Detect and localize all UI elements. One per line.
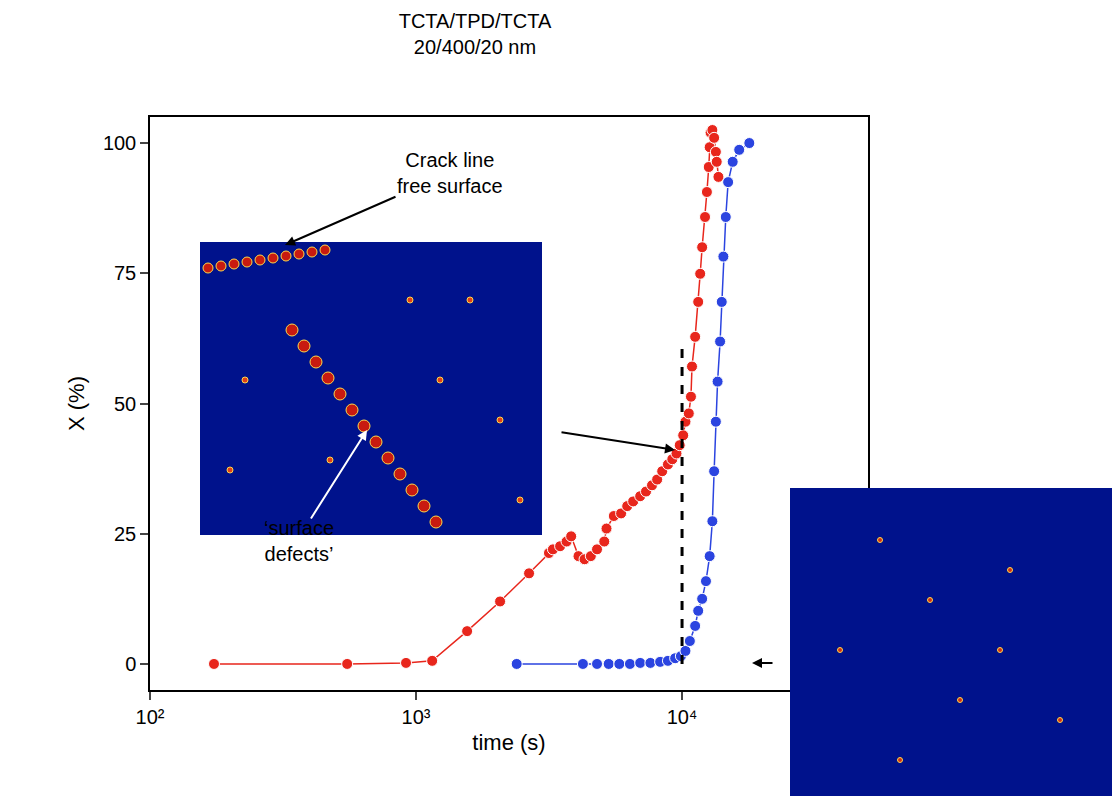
svg-text:10⁴: 10⁴ — [667, 706, 698, 728]
svg-text:75: 75 — [114, 262, 136, 284]
svg-text:0: 0 — [125, 653, 136, 675]
svg-text:50: 50 — [114, 393, 136, 415]
svg-text:100: 100 — [103, 132, 136, 154]
svg-text:‘surfacedefects’: ‘surfacedefects’ — [264, 517, 334, 565]
svg-text:Crack linefree surface: Crack linefree surface — [397, 149, 503, 197]
svg-text:X (%): X (%) — [64, 376, 89, 431]
svg-text:10³: 10³ — [402, 706, 431, 728]
svg-text:TCTA/TPD/TCTA20/400/20 nm: TCTA/TPD/TCTA20/400/20 nm — [399, 10, 552, 58]
svg-text:25: 25 — [114, 523, 136, 545]
svg-text:10²: 10² — [136, 706, 165, 728]
svg-text:time (s): time (s) — [472, 730, 545, 755]
